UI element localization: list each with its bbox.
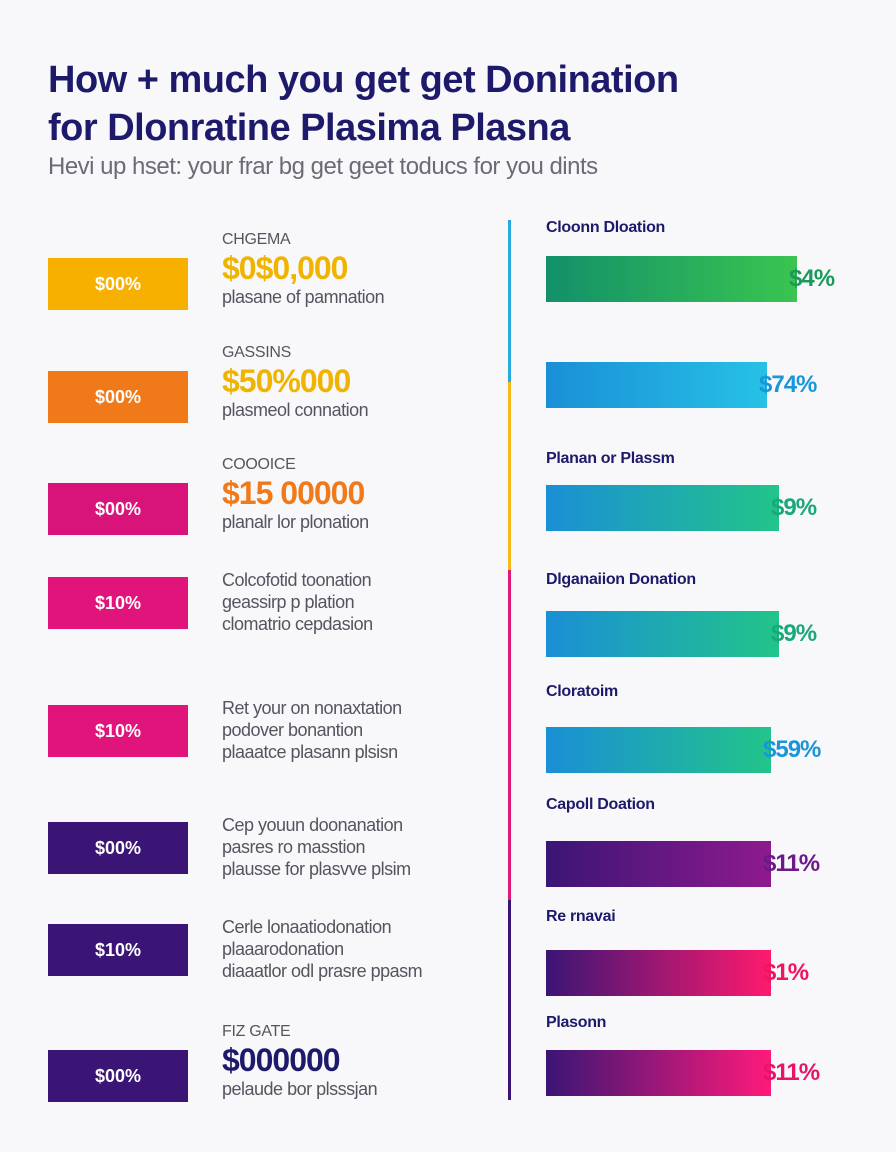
bar-value-label: $59% <box>763 736 821 763</box>
percent-badge: $00% <box>48 258 188 310</box>
bar-label: Plasonn <box>546 1014 607 1031</box>
bar-value-label: $74% <box>759 371 817 398</box>
bar-label: Planan or Plassm <box>546 450 675 467</box>
item-description-line: clomatrio cepdasion <box>222 614 373 634</box>
percent-badge: $00% <box>48 822 188 874</box>
item-description-line: plaaarodonation <box>222 939 344 959</box>
item-amount: $000000 <box>222 1042 341 1078</box>
item-description-line: Cerle lonaatiodonation <box>222 917 392 937</box>
bar <box>546 1050 771 1096</box>
item-description-line: plasane of pamnation <box>222 287 385 307</box>
bar-value-label: $9% <box>771 620 817 647</box>
bar <box>546 362 767 408</box>
item-description-line: diaaatlor odl prasre ppasm <box>222 961 423 981</box>
left-item: $10% Ret your on nonaxtation podover bonan… <box>0 698 490 815</box>
bar <box>546 841 771 887</box>
percent-badge: $10% <box>48 577 188 629</box>
left-item: $10% Cerle lonaatiodonation plaaarodonatio… <box>0 917 490 1034</box>
percent-badge: $00% <box>48 371 188 423</box>
item-category: FIZ GATE <box>222 1023 291 1040</box>
item-amount: $15 00000 <box>222 475 365 511</box>
item-text: FIZ GATE $000000 pelaude bor plsssjan <box>222 1022 482 1100</box>
left-item: $00% Cep youun doonanation pasres ro masst… <box>0 815 490 932</box>
item-description-line: pelaude bor plsssjan <box>222 1079 378 1099</box>
left-item: $00% FIZ GATE $000000 pelaude bor plsssjan <box>0 1022 490 1132</box>
bar-value-label: $4% <box>789 265 835 292</box>
percent-badge: $10% <box>48 924 188 976</box>
item-text: Ret your on nonaxtation podover bonantion… <box>222 697 482 763</box>
bar <box>546 950 771 996</box>
divider-segment <box>508 570 511 900</box>
bar-label: Cloonn Dloation <box>546 219 666 236</box>
item-description-line: plasmeol connation <box>222 400 369 420</box>
left-item: $00% COOOICE $15 00000 planalr lor plonatio… <box>0 455 490 565</box>
percent-badge: $00% <box>48 1050 188 1102</box>
bar-value-label: $11% <box>763 850 820 877</box>
bar-value-label: $9% <box>771 494 817 521</box>
item-description-line: plaaatce plasann plsisn <box>222 742 398 762</box>
item-description-line: podover bonantion <box>222 720 363 740</box>
bar <box>546 727 771 773</box>
left-item: $00% CHGEMA $0$0,000 plasane of pamnation <box>0 230 490 340</box>
bar-label: Dlganaiion Donation <box>546 571 696 588</box>
left-item: $00% GASSINS $50%000 plasmeol connation <box>0 343 490 453</box>
item-text: CHGEMA $0$0,000 plasane of pamnation <box>222 230 482 308</box>
bar <box>546 485 779 531</box>
item-description-line: geassirp p plation <box>222 592 355 612</box>
item-description-line: pasres ro masstion <box>222 837 366 857</box>
item-category: GASSINS <box>222 344 292 361</box>
percent-badge: $10% <box>48 705 188 757</box>
title-line-1: How + much you get get Donination <box>48 59 679 101</box>
divider-segment <box>508 382 511 570</box>
item-text: Cerle lonaatiodonation plaaarodonation dia… <box>222 916 482 982</box>
page-subtitle: Hevi up hset: your frar bg get geet todu… <box>48 153 598 180</box>
bar <box>546 256 797 302</box>
item-text: COOOICE $15 00000 planalr lor plonation <box>222 455 482 533</box>
item-text: Cep youun doonanation pasres ro masstion p… <box>222 814 482 880</box>
item-text: Colcofotid toonation geassirp p plation cl… <box>222 569 482 635</box>
left-item: $10% Colcofotid toonation geassirp p plati… <box>0 570 490 687</box>
item-description-line: Ret your on nonaxtation <box>222 698 402 718</box>
divider-segment <box>508 220 511 382</box>
page-title: How + much you get get Donination for Dl… <box>48 56 868 152</box>
item-amount: $0$0,000 <box>222 250 348 286</box>
item-description-line: Colcofotid toonation <box>222 570 372 590</box>
bar-label: Re rnavai <box>546 908 616 925</box>
item-category: CHGEMA <box>222 231 291 248</box>
bar-value-label: $1% <box>763 959 809 986</box>
percent-badge: $00% <box>48 483 188 535</box>
divider-segment <box>508 900 511 1100</box>
item-description-line: planalr lor plonation <box>222 512 369 532</box>
item-category: COOOICE <box>222 456 296 473</box>
bar-label: Capoll Doation <box>546 796 655 813</box>
title-line-2: for Dlonratine Plasima Plasna <box>48 107 570 149</box>
item-description-line: plausse for plasvve plsim <box>222 859 411 879</box>
bar-value-label: $11% <box>763 1059 820 1086</box>
item-text: GASSINS $50%000 plasmeol connation <box>222 343 482 421</box>
bar <box>546 611 779 657</box>
bar-label: Cloratoim <box>546 683 618 700</box>
item-description-line: Cep youun doonanation <box>222 815 403 835</box>
item-amount: $50%000 <box>222 363 351 399</box>
